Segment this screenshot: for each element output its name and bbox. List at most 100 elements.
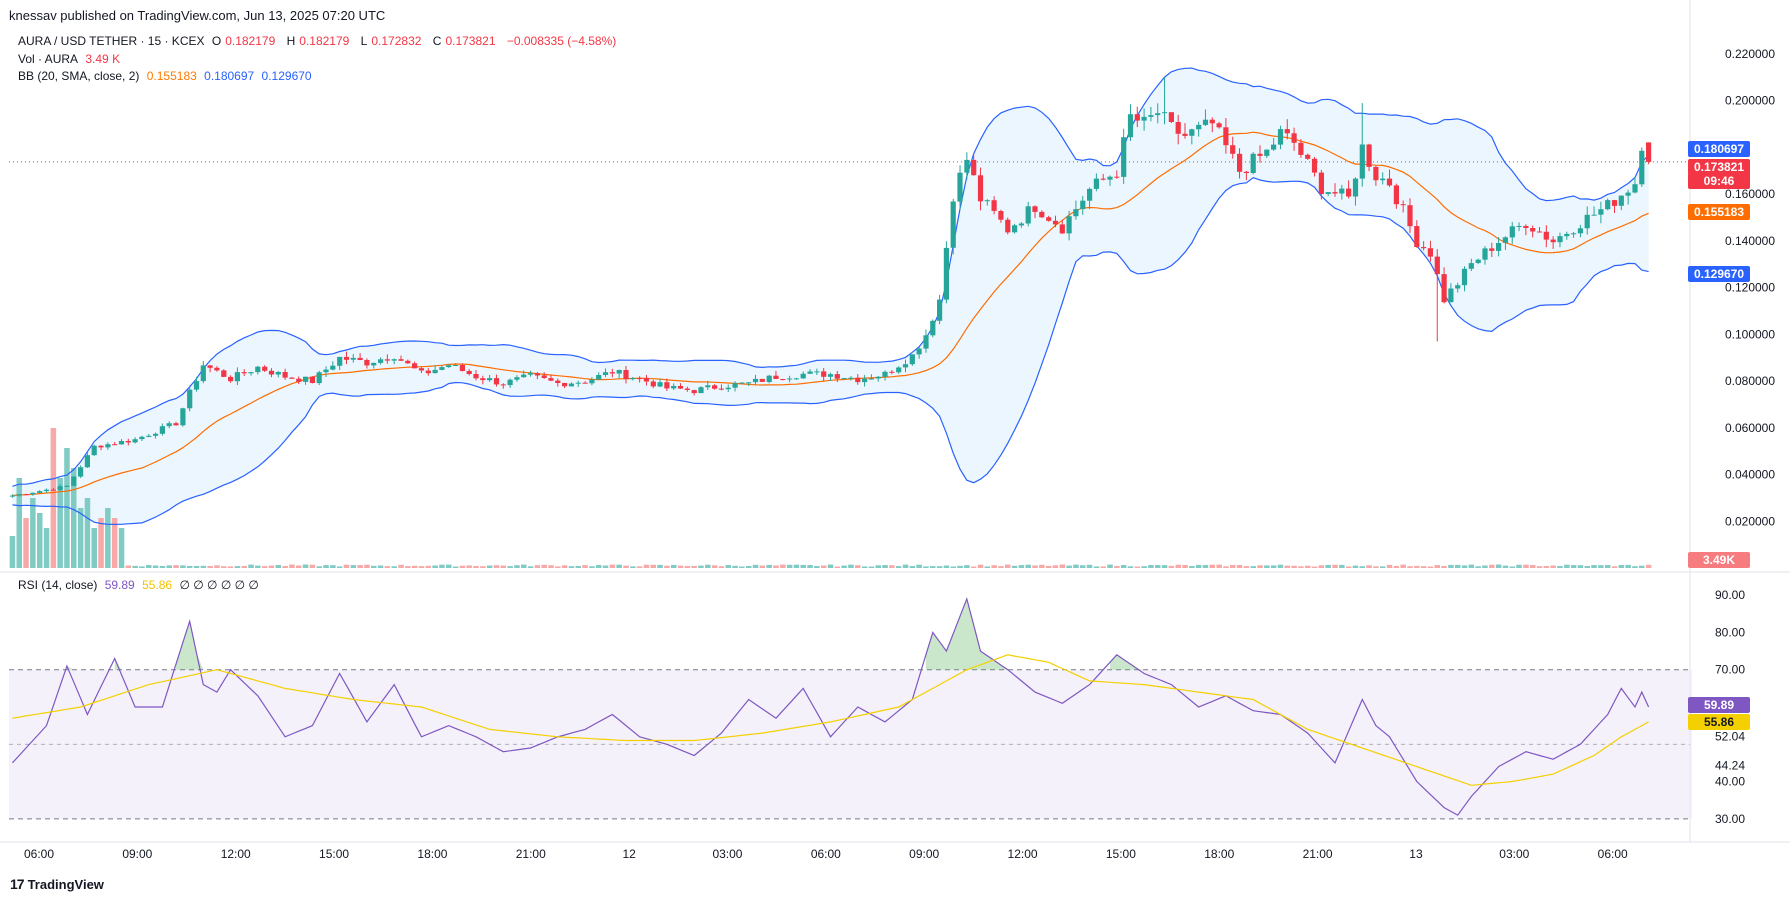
candle-body [609, 372, 615, 374]
candle-body [282, 372, 288, 378]
volume-bar [50, 428, 57, 568]
volume-bars [9, 428, 1652, 568]
rsi-value-tag-text: 59.89 [1704, 698, 1734, 712]
candle-body [1448, 288, 1454, 303]
candle-body [1311, 158, 1318, 173]
candle-body [1646, 142, 1652, 162]
candle-body [957, 172, 963, 202]
volume-bar [916, 564, 922, 568]
candle-body [432, 369, 438, 374]
volume-bar [1509, 566, 1515, 568]
countdown-tag-text: 09:46 [1704, 174, 1735, 188]
candle-body [834, 374, 840, 379]
volume-bar [739, 566, 745, 568]
volume-bar [821, 565, 827, 568]
volume-bar [1434, 565, 1440, 568]
candle-body [705, 385, 711, 388]
volume-legend[interactable]: Vol · AURA 3.49 K [18, 52, 124, 66]
volume-bar [398, 564, 404, 568]
time-tick-label: 06:00 [811, 847, 841, 861]
candle-body [1605, 200, 1611, 210]
volume-bar [139, 566, 145, 568]
candle-body [125, 441, 131, 443]
tradingview-logo-icon: 17 [10, 876, 25, 892]
bb-lower-line [12, 177, 1649, 526]
volume-bar [766, 564, 772, 568]
candle-body [1052, 220, 1059, 225]
candle-body [173, 423, 179, 426]
volume-bar [186, 566, 193, 568]
time-tick-label: 12:00 [1008, 847, 1038, 861]
volume-bar [146, 565, 152, 568]
candle-body [582, 382, 588, 384]
volume-bar [1134, 566, 1141, 568]
candle-body [1087, 188, 1093, 201]
bb-legend[interactable]: BB (20, SMA, close, 2) 0.155183 0.180697… [18, 69, 316, 83]
volume-bar [1420, 566, 1427, 568]
volume-bar [1236, 565, 1243, 568]
candle-body [1489, 248, 1495, 251]
symbol-title[interactable]: AURA / USD TETHER · 15 · KCEX [18, 34, 205, 48]
volume-bar [1189, 566, 1195, 568]
candle-body [1250, 153, 1256, 173]
volume-bar [500, 565, 506, 568]
rsi-legend[interactable]: RSI (14, close) 59.89 55.86 ∅ ∅ ∅ ∅ ∅ ∅ [18, 578, 263, 592]
bb-upper-tag-text: 0.180697 [1694, 142, 1744, 156]
volume-bar [1066, 565, 1072, 568]
candle-body [1168, 112, 1174, 122]
candle-body [1209, 119, 1215, 124]
candle-body [1100, 178, 1106, 180]
candle-body [1632, 184, 1638, 193]
volume-bar [1161, 565, 1168, 568]
volume-bar [1598, 565, 1604, 568]
candle-body [241, 372, 247, 374]
price-axis: 0.220000 0.200000 0.160000 0.140000 0.120000… [1725, 47, 1775, 528]
candle-body [773, 375, 779, 379]
candle-body [146, 435, 152, 437]
candle-body [1046, 217, 1052, 221]
volume-bar [1584, 566, 1590, 568]
candle-body [780, 379, 786, 380]
volume-bar [650, 564, 656, 568]
volume-bar [664, 565, 670, 568]
price-tick-label: 0.160000 [1725, 187, 1775, 201]
tradingview-footer[interactable]: 17 TradingView [10, 876, 104, 892]
volume-bar [1489, 564, 1495, 568]
candle-body [112, 444, 118, 446]
volume-bar [1373, 566, 1379, 568]
volume-bar [439, 564, 445, 568]
volume-bar [827, 564, 834, 568]
ohlc-close: C 0.173821 [432, 34, 496, 48]
candle-body [637, 378, 643, 380]
candle-body [1202, 119, 1209, 125]
candle-body [1237, 153, 1243, 172]
ohlc-high: H 0.182179 [286, 34, 350, 48]
candlesticks [9, 77, 1690, 498]
candle-body [91, 445, 97, 456]
candle-body [677, 386, 684, 389]
candle-body [1386, 178, 1393, 186]
candle-body [1277, 129, 1284, 145]
ohlc-open: O 0.182179 [211, 34, 276, 48]
candle-body [1598, 209, 1604, 215]
volume-bar [984, 566, 991, 568]
rsi-label: RSI (14, close) [18, 578, 98, 592]
volume-bar [1182, 565, 1188, 568]
volume-bar [23, 518, 29, 568]
candle-body [9, 495, 15, 497]
publisher-line: knessav published on TradingView.com, Ju… [9, 8, 386, 23]
volume-bar [1645, 564, 1652, 568]
candle-body [378, 359, 384, 363]
volume-bar [1264, 565, 1270, 568]
candle-body [596, 375, 602, 380]
symbol-legend: AURA / USD TETHER · 15 · KCEX O 0.182179 … [18, 34, 620, 48]
candle-body [105, 444, 111, 448]
candle-body [43, 489, 50, 492]
price-tick-label: 0.100000 [1725, 327, 1775, 341]
candle-body [1571, 233, 1577, 235]
candle-body [1455, 285, 1461, 289]
candle-body [364, 360, 370, 366]
candle-body [1475, 259, 1481, 263]
candle-body [289, 377, 295, 379]
